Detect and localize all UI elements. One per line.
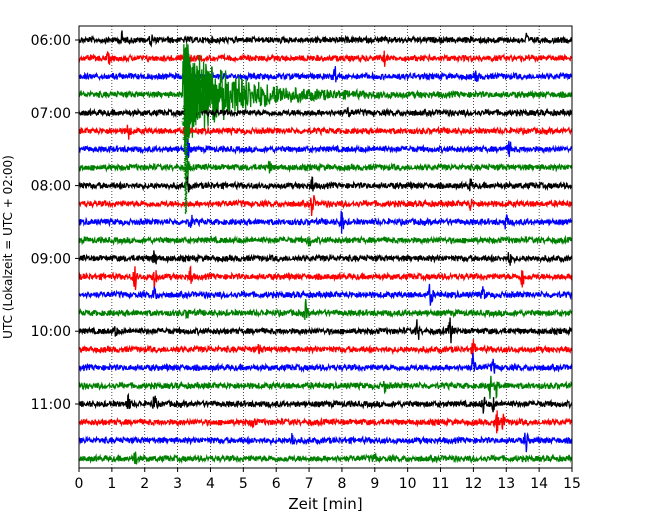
x-tick-label: 11 bbox=[432, 476, 450, 492]
trace-1145 bbox=[78, 451, 573, 465]
x-tick-label: 7 bbox=[305, 476, 314, 492]
x-tick-label: 6 bbox=[272, 476, 281, 492]
trace-0700 bbox=[78, 102, 573, 137]
y-tick-label: 08:00 bbox=[31, 179, 71, 195]
trace-0645 bbox=[78, 44, 573, 147]
earthquake-tail bbox=[180, 104, 191, 215]
x-tick-label: 0 bbox=[75, 476, 84, 492]
trace-0745 bbox=[78, 157, 573, 180]
trace-1100 bbox=[78, 392, 573, 414]
trace-1045 bbox=[78, 375, 573, 400]
trace-1130 bbox=[78, 432, 573, 453]
x-tick-label: 4 bbox=[206, 476, 215, 492]
trace-1030 bbox=[78, 352, 573, 374]
y-tick-label: 07:00 bbox=[31, 106, 71, 122]
y-axis-label: UTC (Lokalzeit = UTC + 02:00) bbox=[1, 155, 15, 339]
x-axis-label: Zeit [min] bbox=[288, 495, 362, 513]
y-tick-label: 10:00 bbox=[31, 324, 71, 340]
x-tick-label: 12 bbox=[464, 476, 482, 492]
trace-0715 bbox=[78, 120, 573, 140]
x-tick-label: 15 bbox=[563, 476, 581, 492]
y-tick-label: 06:00 bbox=[31, 33, 71, 49]
trace-0800 bbox=[78, 175, 573, 193]
x-tick-label: 14 bbox=[530, 476, 548, 492]
y-axis-ticks: 06:00 07:00 08:00 09:00 10:00 11:00 bbox=[31, 33, 79, 413]
trace-1000 bbox=[78, 317, 573, 344]
x-tick-label: 5 bbox=[239, 476, 248, 492]
trace-0815 bbox=[78, 195, 573, 217]
x-tick-label: 9 bbox=[370, 476, 379, 492]
x-tick-label: 2 bbox=[140, 476, 149, 492]
trace-0630 bbox=[78, 66, 573, 83]
trace-0945 bbox=[78, 299, 573, 320]
x-tick-label: 3 bbox=[173, 476, 182, 492]
x-axis-ticks: 0 1 2 3 4 5 6 7 8 9 10 11 12 13 14 15 bbox=[75, 468, 581, 492]
trace-0930 bbox=[78, 283, 573, 306]
trace-0600 bbox=[78, 30, 573, 48]
y-tick-label: 11:00 bbox=[31, 397, 71, 413]
x-tick-label: 8 bbox=[337, 476, 346, 492]
earthquake-burst bbox=[183, 43, 225, 146]
trace-0845 bbox=[78, 234, 573, 247]
y-tick-label: 09:00 bbox=[31, 251, 71, 267]
trace-1015 bbox=[78, 339, 573, 358]
trace-0900 bbox=[78, 250, 573, 266]
trace-0915 bbox=[78, 265, 573, 295]
x-tick-label: 1 bbox=[107, 476, 116, 492]
trace-0830 bbox=[78, 210, 573, 234]
x-tick-label: 13 bbox=[497, 476, 515, 492]
plot-frame bbox=[78, 25, 573, 469]
trace-0615 bbox=[78, 50, 573, 67]
x-tick-label: 10 bbox=[399, 476, 417, 492]
trace-1115 bbox=[78, 410, 573, 434]
trace-0730 bbox=[78, 137, 573, 159]
traces bbox=[78, 30, 573, 465]
